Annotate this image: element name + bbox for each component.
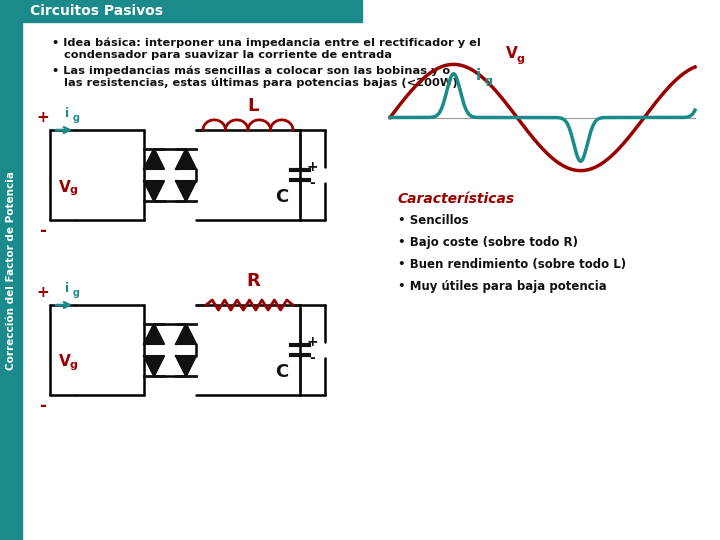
- Text: • Sencillos: • Sencillos: [398, 214, 469, 227]
- Polygon shape: [176, 356, 196, 376]
- Polygon shape: [176, 324, 196, 344]
- Bar: [22, 0, 362, 22]
- Text: +: +: [37, 110, 50, 125]
- Polygon shape: [144, 181, 164, 201]
- Text: -: -: [40, 397, 46, 415]
- Text: Corrección del Factor de Potencia: Corrección del Factor de Potencia: [6, 171, 16, 369]
- Polygon shape: [144, 356, 164, 376]
- Polygon shape: [176, 149, 196, 169]
- Text: -: -: [40, 222, 46, 240]
- Text: g: g: [517, 55, 525, 64]
- Text: Circuitos Pasivos: Circuitos Pasivos: [30, 4, 163, 18]
- Text: +: +: [306, 335, 318, 349]
- Text: V: V: [59, 179, 71, 194]
- Text: • Muy útiles para baja potencia: • Muy útiles para baja potencia: [398, 280, 607, 293]
- Text: -: -: [309, 176, 315, 190]
- Text: Características: Características: [398, 192, 515, 206]
- Text: g: g: [69, 185, 77, 195]
- Text: condensador para suavizar la corriente de entrada: condensador para suavizar la corriente d…: [64, 50, 392, 60]
- Text: C: C: [275, 363, 289, 381]
- Text: -: -: [309, 351, 315, 365]
- Polygon shape: [144, 324, 164, 344]
- Text: g: g: [73, 113, 80, 123]
- Polygon shape: [144, 149, 164, 169]
- Text: R: R: [246, 272, 260, 290]
- Text: • Buen rendimiento (sobre todo L): • Buen rendimiento (sobre todo L): [398, 258, 626, 271]
- Text: g: g: [69, 360, 77, 370]
- Text: C: C: [275, 188, 289, 206]
- Text: L: L: [247, 97, 258, 115]
- Text: g: g: [73, 288, 80, 298]
- Text: V: V: [59, 354, 71, 369]
- Text: • Las impedancias más sencillas a colocar son las bobinas y o: • Las impedancias más sencillas a coloca…: [52, 66, 450, 77]
- Text: i: i: [65, 282, 69, 295]
- Polygon shape: [176, 181, 196, 201]
- Text: • Bajo coste (sobre todo R): • Bajo coste (sobre todo R): [398, 236, 578, 249]
- Text: +: +: [306, 160, 318, 174]
- Text: las resistencias, estas últimas para potencias bajas (<200W): las resistencias, estas últimas para pot…: [64, 78, 458, 89]
- Text: i: i: [475, 68, 480, 83]
- Bar: [0, 0, 22, 540]
- Text: +: +: [37, 285, 50, 300]
- Text: • Idea básica: interponer una impedancia entre el rectificador y el: • Idea básica: interponer una impedancia…: [52, 38, 481, 49]
- Text: g: g: [485, 76, 492, 86]
- Text: i: i: [65, 107, 69, 120]
- Text: V: V: [506, 46, 518, 61]
